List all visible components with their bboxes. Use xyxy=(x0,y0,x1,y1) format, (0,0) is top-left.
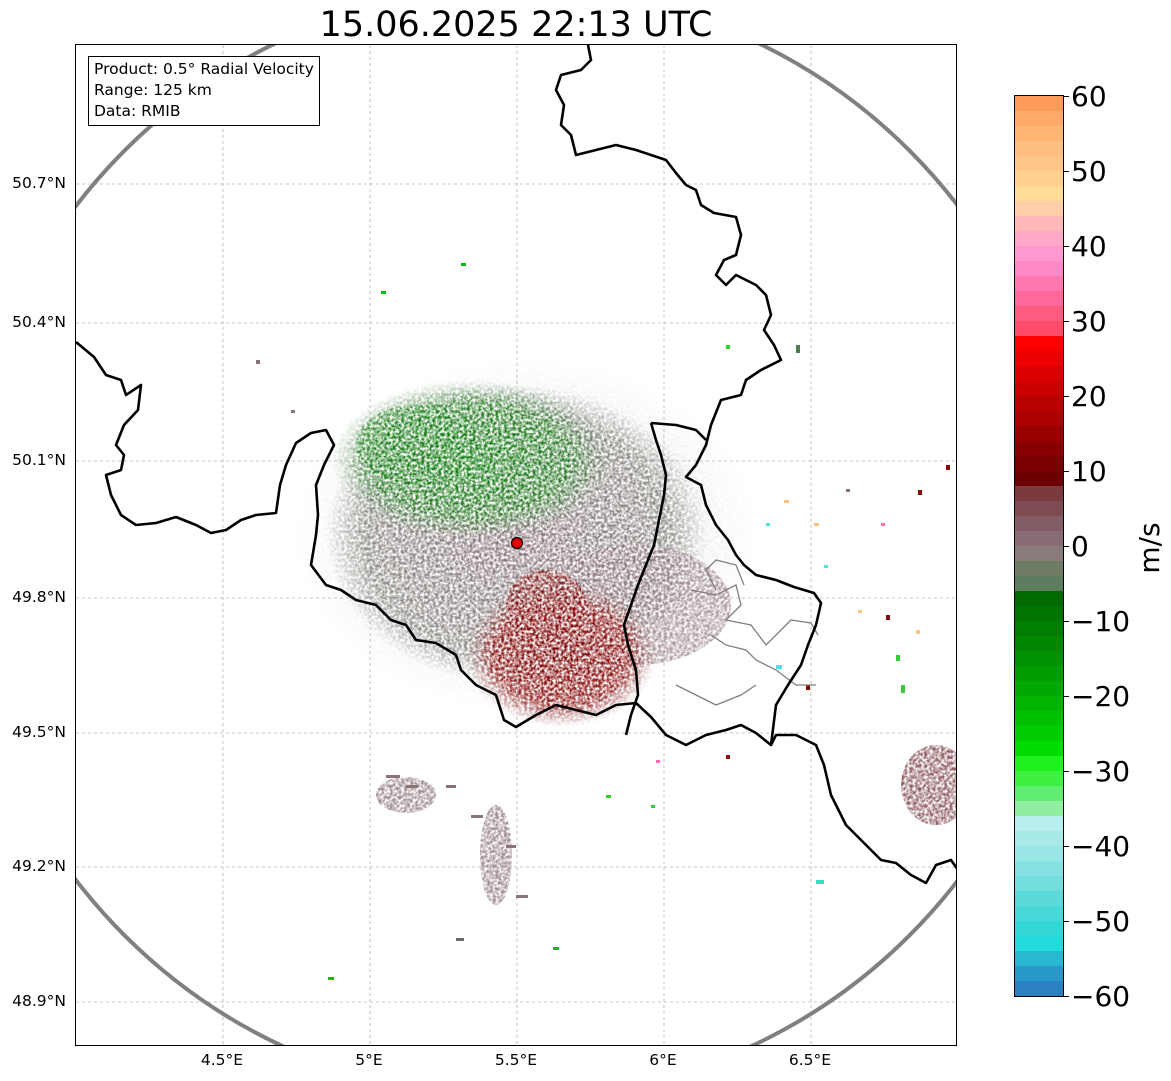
colorbar-tick-label: −10 xyxy=(1071,605,1131,638)
velocity-colorbar xyxy=(1014,95,1064,997)
colorbar-tick xyxy=(1063,396,1069,398)
colorbar-tick xyxy=(1063,171,1069,173)
colorbar-tick-label: 10 xyxy=(1071,455,1107,488)
radar-echoes xyxy=(256,263,956,980)
colorbar-tick-label: 0 xyxy=(1071,530,1089,563)
info-box: Product: 0.5° Radial Velocity Range: 125… xyxy=(88,56,320,126)
map-canvas xyxy=(76,45,956,1045)
colorbar-tick-label: −50 xyxy=(1071,905,1131,938)
colorbar-tick xyxy=(1063,696,1069,698)
colorbar-tick xyxy=(1063,96,1069,98)
colorbar-tick xyxy=(1063,921,1069,923)
lon-label: 6°E xyxy=(649,1051,677,1069)
radar-map[interactable] xyxy=(75,44,957,1046)
scattered-pixels xyxy=(256,345,950,808)
colorbar-tick-label: −40 xyxy=(1071,830,1131,863)
lat-label: 50.1°N xyxy=(12,451,66,469)
info-range: Range: 125 km xyxy=(94,81,212,99)
lat-label: 48.9°N xyxy=(12,992,66,1010)
colorbar-tick xyxy=(1063,546,1069,548)
colorbar-tick-label: −30 xyxy=(1071,755,1131,788)
colorbar-tick-label: 60 xyxy=(1071,80,1107,113)
colorbar-tick-label: 20 xyxy=(1071,380,1107,413)
colorbar-tick-label: 30 xyxy=(1071,305,1107,338)
colorbar-tick-label: −20 xyxy=(1071,680,1131,713)
colorbar-tick xyxy=(1063,321,1069,323)
lat-label: 49.8°N xyxy=(12,588,66,606)
colorbar-tick xyxy=(1063,996,1069,998)
border-france-belgium xyxy=(76,341,956,885)
map-title: 15.06.2025 22:13 UTC xyxy=(319,5,713,45)
lat-label: 49.2°N xyxy=(12,857,66,875)
lon-label: 5°E xyxy=(355,1051,383,1069)
radar-site-marker[interactable] xyxy=(510,536,524,550)
info-product: Product: 0.5° Radial Velocity xyxy=(94,60,314,78)
lon-label: 4.5°E xyxy=(200,1051,244,1069)
border-germany xyxy=(554,45,823,746)
colorbar-tick xyxy=(1063,471,1069,473)
lat-label: 50.7°N xyxy=(12,174,66,192)
colorbar-tick xyxy=(1063,846,1069,848)
info-data-source: Data: RMIB xyxy=(94,102,181,120)
border-luxembourg xyxy=(622,422,668,736)
border-lux-east xyxy=(650,421,707,441)
colorbar-tick xyxy=(1063,621,1069,623)
colorbar-tick-label: −60 xyxy=(1071,980,1131,1013)
colorbar-tick xyxy=(1063,771,1069,773)
national-borders xyxy=(76,45,956,885)
internal-borders xyxy=(675,559,819,706)
colorbar-tick-label: 40 xyxy=(1071,230,1107,263)
colorbar-unit-label: m/s xyxy=(1133,522,1166,574)
lon-label: 5.5°E xyxy=(494,1051,538,1069)
lat-label: 50.4°N xyxy=(12,313,66,331)
lat-label: 49.5°N xyxy=(12,723,66,741)
colorbar-tick xyxy=(1063,246,1069,248)
colorbar-tick-label: 50 xyxy=(1071,155,1107,188)
colorbar-swatches xyxy=(1015,96,1063,996)
lon-label: 6.5°E xyxy=(788,1051,832,1069)
